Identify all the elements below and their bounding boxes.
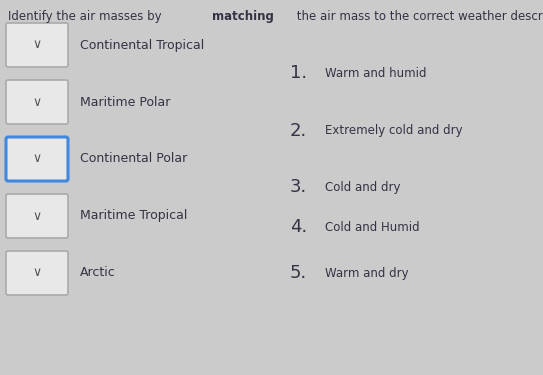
Text: ∨: ∨ <box>33 39 42 51</box>
Text: Arctic: Arctic <box>80 267 116 279</box>
Text: ∨: ∨ <box>33 267 42 279</box>
Text: Warm and dry: Warm and dry <box>325 267 409 279</box>
Text: Cold and dry: Cold and dry <box>325 181 401 194</box>
Text: Warm and humid: Warm and humid <box>325 67 426 80</box>
Text: Continental Tropical: Continental Tropical <box>80 39 204 51</box>
Text: 5.: 5. <box>290 264 307 282</box>
Text: the air mass to the correct weather description.: the air mass to the correct weather desc… <box>293 10 543 23</box>
FancyBboxPatch shape <box>6 80 68 124</box>
Text: 2.: 2. <box>290 122 307 140</box>
Text: Maritime Tropical: Maritime Tropical <box>80 210 187 222</box>
FancyBboxPatch shape <box>6 194 68 238</box>
Text: 3.: 3. <box>290 178 307 196</box>
Text: ∨: ∨ <box>33 153 42 165</box>
Text: ∨: ∨ <box>33 210 42 222</box>
FancyBboxPatch shape <box>6 137 68 181</box>
Text: matching: matching <box>212 10 274 23</box>
Text: 1.: 1. <box>290 64 307 82</box>
Text: Continental Polar: Continental Polar <box>80 153 187 165</box>
FancyBboxPatch shape <box>6 251 68 295</box>
Text: Maritime Polar: Maritime Polar <box>80 96 171 108</box>
FancyBboxPatch shape <box>6 23 68 67</box>
Text: Extremely cold and dry: Extremely cold and dry <box>325 124 463 137</box>
Text: ∨: ∨ <box>33 96 42 108</box>
Text: Identify the air masses by: Identify the air masses by <box>8 10 166 23</box>
Text: Cold and Humid: Cold and Humid <box>325 221 420 234</box>
Text: 4.: 4. <box>290 218 307 236</box>
